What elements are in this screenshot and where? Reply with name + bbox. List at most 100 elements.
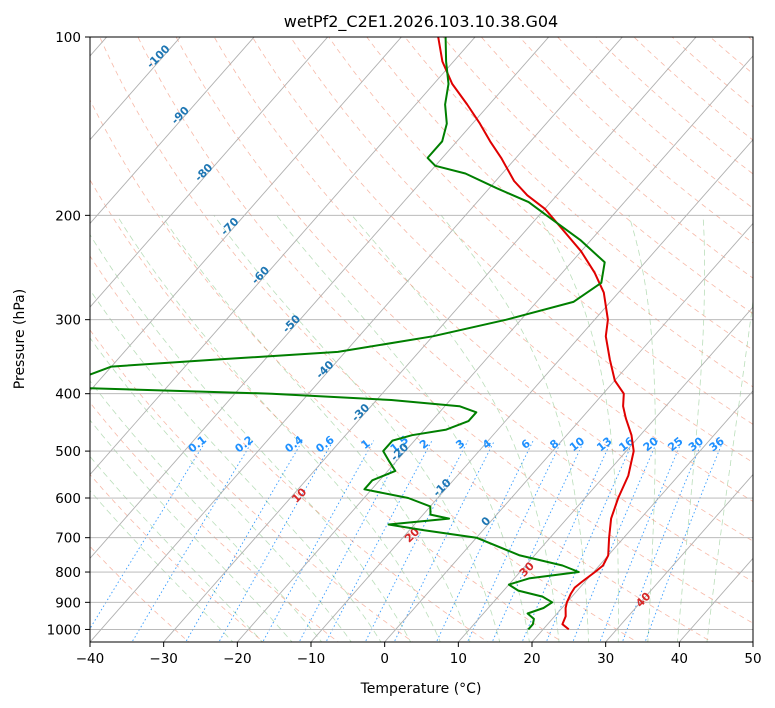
moist-adiabat-line — [213, 215, 501, 642]
x-tick-label: 40 — [671, 651, 688, 667]
mixing-ratio-label: 0.1 — [186, 433, 209, 455]
isotherm-line — [90, 37, 476, 476]
dry-adiabat-line — [90, 99, 638, 642]
mixing-ratio-label: 0.4 — [283, 433, 307, 455]
moist-adiabat-line — [276, 215, 530, 642]
dry-adiabat-line — [328, 37, 753, 425]
x-tick-label: −40 — [76, 651, 105, 667]
isotherm-label: -60 — [249, 264, 272, 287]
y-tick-label: 600 — [55, 491, 81, 507]
mixing-ratio-line — [644, 440, 724, 642]
isotherm-line — [90, 37, 255, 225]
mixing-ratio-label: 6 — [519, 437, 533, 452]
y-axis-ticks: 100 200 300 400 500 600 700 800 900 1000 — [47, 30, 90, 638]
isotherm-label: -70 — [218, 215, 241, 238]
y-tick-label: 700 — [55, 531, 81, 547]
mixing-ratio-label: 2 — [417, 437, 431, 452]
y-tick-label: 200 — [55, 208, 81, 224]
mixing-ratio-line — [467, 440, 563, 642]
isotherm-line — [90, 37, 181, 141]
moist-adiabat-line — [90, 419, 293, 642]
dry-adiabat-line — [747, 37, 753, 42]
mixing-ratio-line — [262, 440, 375, 642]
moist-adiabat-line — [90, 337, 352, 642]
dry-adiabat-label: 10 — [289, 485, 309, 505]
mixing-ratio-line — [435, 440, 534, 642]
x-tick-label: −20 — [223, 651, 252, 667]
isotherm-line — [752, 641, 753, 642]
mixing-ratio-line — [185, 440, 303, 642]
chart-title: wetPf2_C2E1.2026.103.10.38.G04 — [284, 12, 558, 32]
moist-adiabat-line — [676, 215, 705, 642]
x-tick-label: 0 — [380, 651, 389, 667]
mixing-ratio-line — [545, 440, 634, 642]
y-tick-label: 1000 — [47, 622, 81, 638]
x-axis-label: Temperature (°C) — [360, 681, 482, 697]
moist-adiabat-line — [116, 215, 441, 642]
dry-adiabat-line — [90, 255, 489, 642]
isotherm-line — [90, 37, 550, 559]
isotherm-line — [605, 473, 753, 642]
dry-adiabat-line — [404, 37, 753, 351]
mixing-ratio-label: 0.6 — [313, 433, 337, 455]
x-tick-label: −10 — [297, 651, 326, 667]
isotherm-line — [90, 37, 623, 642]
y-tick-label: 900 — [55, 595, 81, 611]
isotherm-line — [163, 37, 697, 642]
dry-adiabat-line — [518, 37, 753, 244]
isotherm-line — [457, 306, 753, 642]
moist-adiabat-line — [90, 289, 382, 642]
profile-lines — [90, 37, 635, 631]
mixing-ratio-line — [298, 440, 408, 642]
moist-adiabat-line — [90, 455, 263, 642]
isotherm-line — [678, 557, 753, 642]
temperature-profile-line — [437, 37, 635, 631]
isotherm-line — [90, 37, 402, 392]
dry-adiabat-line — [90, 179, 564, 642]
mixing-ratio-line — [218, 440, 334, 642]
dry-adiabat-line — [709, 37, 753, 75]
background-labels: 0.1 0.2 0.4 0.6 1 1.5 2 3 4 6 8 10 13 16 20 25 30 36-100-… — [144, 42, 727, 610]
x-tick-label: 20 — [523, 651, 540, 667]
moist-adiabat-line — [351, 215, 560, 642]
isotherms — [90, 37, 753, 642]
mixing-ratio-label: 4 — [480, 437, 494, 452]
x-axis-ticks: −40 −30 −20 −10 0 10 20 30 40 50 — [76, 642, 762, 667]
plot-frame — [89, 36, 754, 643]
moist-adiabat-line — [628, 215, 656, 642]
dry-adiabat-label: 30 — [517, 559, 537, 579]
isotherm-label: -90 — [169, 104, 192, 127]
dry-adiabat-line — [290, 37, 753, 464]
dry-adiabat-line — [175, 37, 753, 583]
isotherm-label: -50 — [280, 312, 303, 335]
moist-adiabat-line — [440, 215, 590, 642]
isobars — [90, 37, 753, 630]
dry-adiabat-line — [90, 473, 265, 642]
isotherm-line — [384, 222, 753, 642]
isotherm-label: -40 — [313, 358, 336, 381]
mixing-ratio-line — [621, 440, 703, 642]
dry-adiabat-line — [671, 37, 753, 108]
mixing-ratio-line — [131, 440, 254, 642]
x-tick-label: 50 — [744, 651, 761, 667]
dry-adiabat-line — [251, 37, 753, 502]
isotherm-line — [310, 139, 753, 642]
moist-adiabat-line — [90, 233, 412, 642]
mixing-ratio-line — [90, 440, 207, 630]
moist-adiabat-line — [90, 380, 323, 642]
isotherm-label: -10 — [430, 476, 453, 499]
isotherm-line — [236, 55, 753, 642]
dry-adiabat-line — [213, 37, 753, 542]
y-axis-label: Pressure (hPa) — [12, 289, 28, 389]
moist-adiabat-line — [706, 298, 753, 642]
plot-area: 0.1 0.2 0.4 0.6 1 1.5 2 3 4 6 8 10 13 16 20 25 30 36-100-… — [90, 37, 753, 642]
dry-adiabat-line — [557, 37, 753, 209]
moist-adiabat-line — [90, 490, 234, 642]
x-tick-label: 30 — [597, 651, 614, 667]
mixing-ratio-line — [364, 440, 469, 642]
y-tick-label: 100 — [55, 30, 81, 46]
dry-adiabats — [90, 37, 753, 642]
isotherm-label: -100 — [144, 42, 173, 71]
mixing-ratio-line — [572, 440, 659, 642]
